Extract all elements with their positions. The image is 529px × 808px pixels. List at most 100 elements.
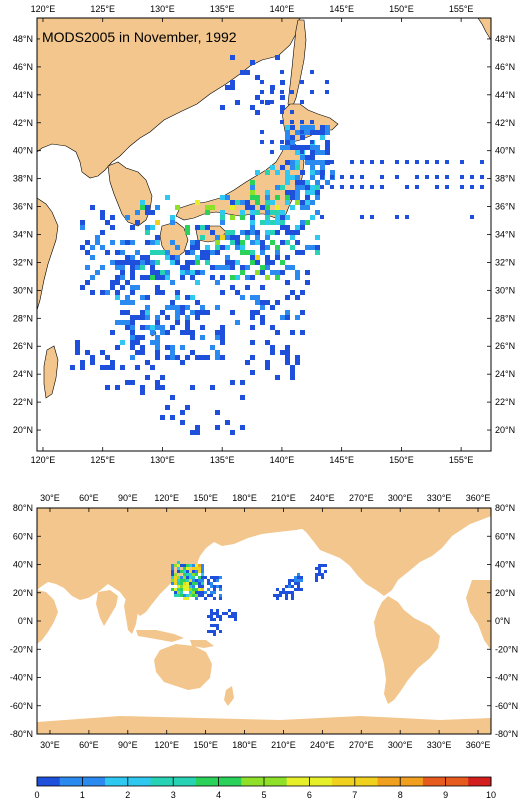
obs-cell bbox=[260, 130, 264, 134]
obs-cell bbox=[305, 200, 310, 205]
obs-cell bbox=[200, 235, 205, 240]
obs-cell bbox=[265, 230, 270, 235]
obs-cell bbox=[290, 90, 294, 94]
obs-cell bbox=[250, 295, 255, 300]
obs-cell bbox=[294, 576, 297, 579]
obs-cell bbox=[155, 235, 160, 240]
obs-cell bbox=[435, 160, 439, 164]
lat-label: 20°N bbox=[495, 425, 515, 435]
obs-cell bbox=[195, 300, 200, 305]
obs-cell bbox=[295, 130, 300, 135]
africa-right bbox=[466, 580, 491, 650]
obs-cell bbox=[297, 582, 300, 585]
obs-cell bbox=[435, 185, 439, 189]
obs-cell bbox=[270, 90, 274, 94]
obs-cell bbox=[220, 340, 225, 345]
map-title: MODS2005 in November, 1992 bbox=[42, 29, 237, 45]
lat-label: 28°N bbox=[495, 313, 515, 323]
obs-cell bbox=[165, 250, 170, 255]
obs-cell bbox=[150, 240, 155, 245]
obs-cell bbox=[205, 210, 210, 215]
obs-cell bbox=[189, 576, 192, 579]
obs-cell bbox=[185, 250, 190, 255]
obs-cell bbox=[201, 573, 204, 576]
obs-cell bbox=[219, 594, 222, 597]
obs-cell bbox=[255, 310, 260, 315]
obs-cell bbox=[291, 597, 294, 600]
obs-cell bbox=[155, 385, 160, 390]
obs-cell bbox=[210, 230, 215, 235]
obs-cell bbox=[330, 185, 334, 189]
obs-cell bbox=[315, 195, 320, 200]
obs-cell bbox=[290, 145, 295, 150]
obs-cell bbox=[230, 275, 235, 280]
obs-cell bbox=[195, 591, 198, 594]
lat-label: 36°N bbox=[495, 202, 515, 212]
obs-cell bbox=[135, 340, 140, 345]
obs-cell bbox=[255, 195, 260, 200]
obs-cell bbox=[294, 582, 297, 585]
obs-cell bbox=[415, 185, 419, 189]
obs-cell bbox=[183, 585, 186, 588]
obs-cell bbox=[265, 365, 270, 370]
obs-cell bbox=[204, 591, 207, 594]
obs-cell bbox=[255, 210, 260, 215]
obs-cell bbox=[260, 245, 265, 250]
obs-cell bbox=[310, 90, 314, 94]
obs-cell bbox=[186, 567, 189, 570]
obs-cell bbox=[215, 245, 220, 250]
obs-cell bbox=[360, 185, 364, 189]
obs-cell bbox=[325, 180, 330, 185]
obs-cell bbox=[185, 330, 190, 335]
obs-cell bbox=[285, 591, 288, 594]
colorbar-label: 0 bbox=[34, 790, 39, 800]
obs-cell bbox=[245, 265, 250, 270]
indochina bbox=[124, 598, 138, 634]
lon-label: 330°E bbox=[427, 493, 452, 503]
obs-cell bbox=[195, 594, 198, 597]
australia bbox=[154, 644, 212, 690]
obs-cell bbox=[213, 591, 216, 594]
obs-cell bbox=[145, 275, 150, 280]
obs-cell bbox=[295, 315, 300, 320]
obs-cell bbox=[140, 335, 145, 340]
obs-cell bbox=[288, 585, 291, 588]
obs-cell bbox=[189, 594, 192, 597]
obs-cell bbox=[185, 305, 190, 310]
obs-cell bbox=[155, 270, 160, 275]
obs-cell bbox=[290, 330, 295, 335]
obs-cell bbox=[270, 260, 275, 265]
obs-cell bbox=[325, 130, 330, 135]
obs-cell bbox=[380, 185, 384, 189]
obs-cell bbox=[290, 160, 295, 165]
obs-cell bbox=[240, 270, 245, 275]
lat-label: 28°N bbox=[13, 313, 33, 323]
obs-cell bbox=[255, 300, 260, 305]
obs-cell bbox=[230, 55, 235, 60]
obs-cell bbox=[145, 240, 150, 245]
obs-cell bbox=[140, 260, 145, 265]
obs-cell bbox=[195, 225, 200, 230]
obs-cell bbox=[186, 570, 189, 573]
obs-cell bbox=[201, 594, 204, 597]
obs-cell bbox=[130, 315, 135, 320]
obs-cell bbox=[130, 255, 135, 260]
obs-cell bbox=[195, 270, 200, 275]
lon-label: 300°E bbox=[388, 493, 413, 503]
colorbar-label: 1 bbox=[80, 790, 85, 800]
obs-cell bbox=[330, 160, 334, 164]
obs-cell bbox=[305, 245, 310, 250]
obs-cell bbox=[195, 240, 200, 245]
obs-cell bbox=[213, 588, 216, 591]
obs-cell bbox=[120, 250, 125, 255]
obs-cell bbox=[285, 135, 290, 140]
lat-label: 46°N bbox=[495, 62, 515, 72]
obs-cell bbox=[370, 160, 374, 164]
obs-cell bbox=[445, 160, 449, 164]
obs-cell bbox=[250, 310, 255, 315]
obs-cell bbox=[250, 250, 255, 255]
colorbar-labels: 0 1 2 3 4 5 6 7 8 9 10 bbox=[34, 777, 496, 800]
obs-cell bbox=[130, 325, 135, 330]
obs-cell bbox=[280, 260, 285, 265]
lon-label: 140°E bbox=[270, 455, 295, 465]
